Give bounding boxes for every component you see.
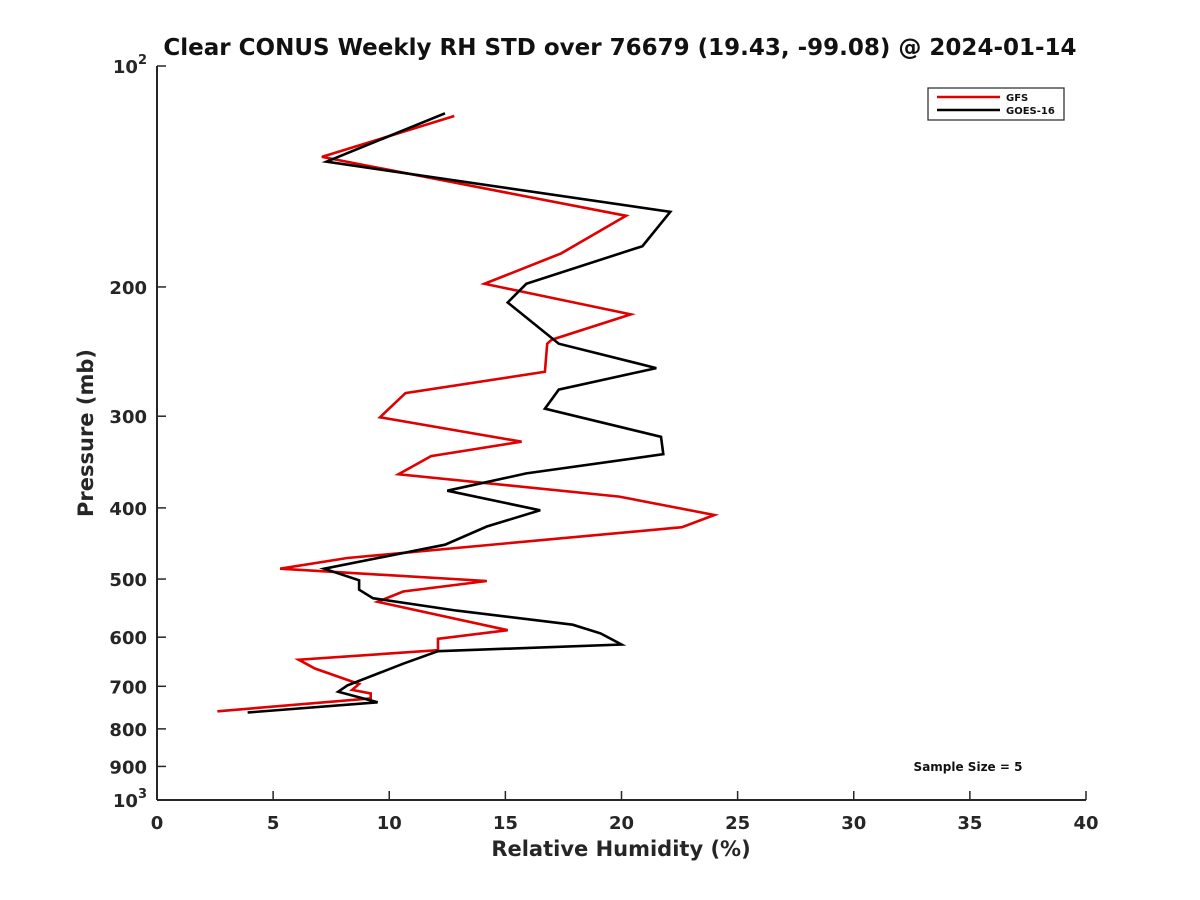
y-tick-label: 800	[109, 720, 147, 741]
y-tick-label: 103	[113, 787, 147, 812]
x-tick-label: 20	[609, 813, 634, 834]
legend-label-gfs: GFS	[1006, 93, 1028, 104]
x-tick-label: 35	[957, 813, 982, 834]
series-layer	[217, 112, 720, 714]
x-ticks: 0 5 10 15 20 25 30 35 40	[151, 791, 1099, 834]
y-tick-base: 10	[113, 57, 138, 78]
x-axis-label: Relative Humidity (%)	[491, 837, 750, 861]
x-tick-label: 10	[377, 813, 402, 834]
x-tick-label: 0	[151, 813, 164, 834]
y-axis-label: Pressure (mb)	[74, 349, 98, 517]
y-tick-label: 500	[109, 570, 147, 591]
series-line-goes-16	[247, 112, 673, 714]
x-tick-label: 25	[725, 813, 750, 834]
series-line-gfs	[217, 114, 720, 713]
y-tick-exponent: 2	[138, 53, 147, 68]
y-tick-label: 900	[109, 757, 147, 778]
sample-size-annotation: Sample Size = 5	[914, 760, 1023, 774]
y-tick-exponent: 3	[138, 787, 147, 802]
y-tick-label: 700	[109, 677, 147, 698]
x-tick-label: 40	[1073, 813, 1098, 834]
y-tick-label: 200	[109, 278, 147, 299]
legend-label-goes-16: GOES-16	[1006, 106, 1055, 117]
x-tick-label: 15	[493, 813, 518, 834]
x-tick-label: 30	[841, 813, 866, 834]
y-tick-base: 10	[113, 791, 138, 812]
y-tick-label: 300	[109, 407, 147, 428]
y-tick-label: 102	[113, 53, 147, 78]
legend-box	[927, 87, 1065, 121]
x-tick-label: 5	[267, 813, 280, 834]
chart-title: Clear CONUS Weekly RH STD over 76679 (19…	[163, 35, 1076, 61]
y-tick-label: 400	[109, 499, 147, 520]
legend: GFS GOES-16	[927, 87, 1065, 121]
y-tick-label: 600	[109, 628, 147, 649]
